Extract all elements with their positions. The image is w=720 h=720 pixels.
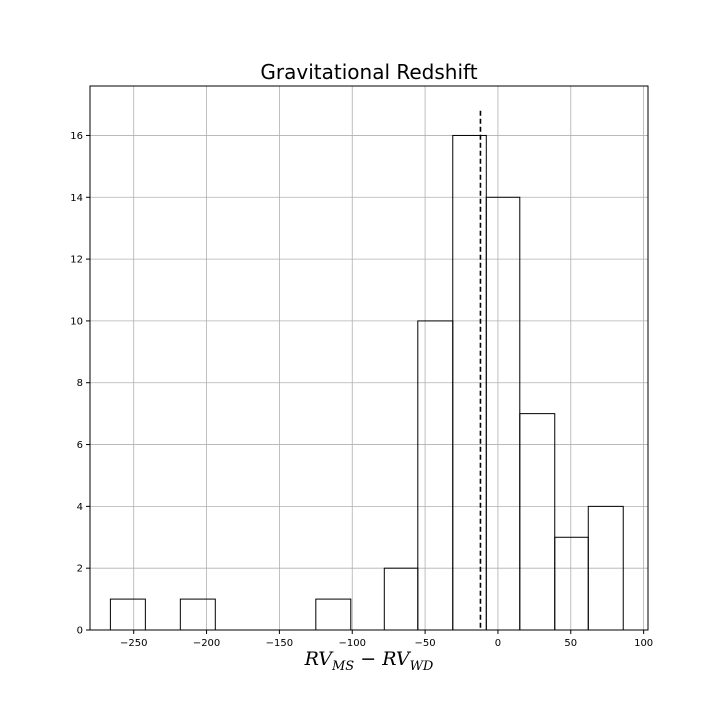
histogram-bin bbox=[109, 598, 146, 631]
histogram-bin bbox=[383, 567, 419, 631]
x-tick-label: 50 bbox=[564, 638, 577, 649]
x-label-rv1: RV bbox=[304, 648, 332, 670]
x-tick-label: 0 bbox=[495, 638, 501, 649]
histogram-bin bbox=[519, 413, 556, 631]
histogram-bin bbox=[417, 320, 454, 631]
x-label-rv2: RV bbox=[382, 648, 410, 670]
histogram-bin bbox=[315, 598, 352, 631]
histogram-bin bbox=[179, 598, 216, 631]
y-tick-label: 10 bbox=[70, 316, 83, 327]
x-tick-label: −150 bbox=[266, 638, 293, 649]
histogram-bin bbox=[554, 536, 589, 631]
y-tick-label: 8 bbox=[77, 378, 83, 389]
plot-frame bbox=[89, 85, 649, 631]
x-axis-label: RVMS − RVWD bbox=[0, 648, 720, 674]
y-tick-label: 16 bbox=[70, 131, 83, 142]
x-tick-label: −50 bbox=[415, 638, 436, 649]
y-tick-label: 12 bbox=[70, 255, 83, 266]
y-tick-label: 0 bbox=[77, 626, 83, 637]
x-label-sub-wd: WD bbox=[409, 658, 434, 674]
y-tick-label: 2 bbox=[77, 564, 83, 575]
histogram-bin bbox=[485, 196, 521, 631]
y-tick-label: 6 bbox=[77, 440, 83, 451]
x-tick-label: −250 bbox=[120, 638, 147, 649]
x-tick-label: −200 bbox=[193, 638, 220, 649]
x-label-sub-ms: MS bbox=[331, 658, 355, 674]
x-tick-label: 100 bbox=[634, 638, 653, 649]
chart-title: Gravitational Redshift bbox=[260, 60, 478, 84]
x-tick-label: −100 bbox=[339, 638, 366, 649]
x-axis-ticks: −250 −200 −150 −100 −50 0 50 100 bbox=[120, 630, 653, 649]
grid bbox=[90, 86, 648, 631]
y-tick-label: 14 bbox=[70, 193, 83, 204]
y-axis-ticks: 0 2 4 6 8 10 12 14 16 bbox=[70, 131, 90, 637]
y-tick-label: 4 bbox=[77, 502, 83, 513]
x-label-minus: − bbox=[354, 648, 383, 670]
